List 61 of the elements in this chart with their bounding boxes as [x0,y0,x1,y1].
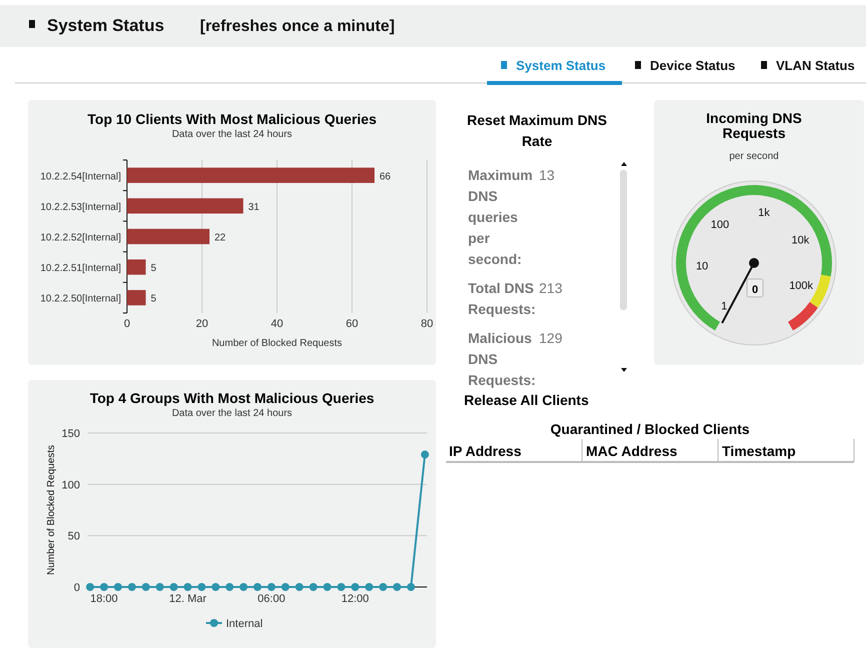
data-label: 5 [150,263,157,274]
y-tick-label: 10.2.2.54[Internal] [40,171,122,182]
bar [127,168,374,183]
text: Timestamp [722,443,796,459]
text: Quarantined / Blocked Clients [550,421,750,437]
bar [127,259,146,275]
text: per second [729,151,779,162]
y-tick-label: 150 [62,428,80,440]
y-tick-label: 50 [68,530,80,543]
text: Incoming DNS Requests [706,110,802,141]
x-tick-label: 0 [124,318,130,330]
y-tick-label: 100 [62,479,80,492]
text: IP Address [449,443,522,459]
text: Release All Clients [464,392,589,408]
y-tick-label: 10.2.2.50[Internal] [40,294,122,305]
x-tick-label: 06:00 [258,593,286,605]
x-tick-label: 80 [420,318,434,330]
text: 13 [539,167,555,183]
text: 10k [791,234,810,246]
chart-title: Top 10 Clients With Most Malicious Queries [88,111,377,127]
x-tick-label: 40 [270,318,284,330]
data-label: 5 [150,294,157,305]
text: 1k [758,206,770,219]
data-label: 66 [380,171,392,182]
chart-title: Top 4 Groups With Most Malicious Queries [90,390,374,406]
y-tick-label: 10.2.2.51[Internal] [40,263,122,274]
x-tick-label: 60 [346,318,358,330]
chart-subtitle: Data over the last 24 hours [172,408,292,419]
text: Total DNS Requests: [468,280,536,317]
y-tick-label: 10.2.2.53[Internal] [40,202,122,213]
y-tick-label: 0 [74,582,80,594]
x-tick-label: 20 [196,318,208,330]
bar [127,198,244,214]
text: 100 [710,218,730,231]
data-label: 31 [248,202,260,213]
data-label: 22 [214,232,226,244]
text: Malicious DNS Requests: [468,330,536,388]
x-tick-label: 12:00 [341,593,369,605]
text: 213 [539,280,563,296]
text: 100k [789,280,814,292]
y-tick-label: 10.2.2.52[Internal] [40,232,122,244]
x-axis-title: Number of Blocked Requests [212,338,342,349]
legend-label: Internal [226,618,263,630]
x-tick-label: 12. Mar [169,593,207,605]
bar [127,290,146,306]
text: System Status [47,16,164,35]
text: 1 [721,300,728,313]
text: 0 [752,284,758,296]
x-tick-label: 18:00 [90,593,118,605]
text: VLAN Status [776,58,855,73]
text: [refreshes once a minute] [200,18,395,35]
y-axis-title: Number of Blocked Requests [46,444,57,576]
bar [127,228,210,244]
text: System Status [516,58,606,73]
text: MAC Address [586,443,678,459]
text: 10 [696,260,708,273]
chart-subtitle: Data over the last 24 hours [172,129,292,140]
text: Device Status [650,58,736,73]
text: 129 [539,330,563,346]
text: Maximum DNS queries per second: [468,167,533,267]
text: Reset Maximum DNS Rate [466,112,608,149]
